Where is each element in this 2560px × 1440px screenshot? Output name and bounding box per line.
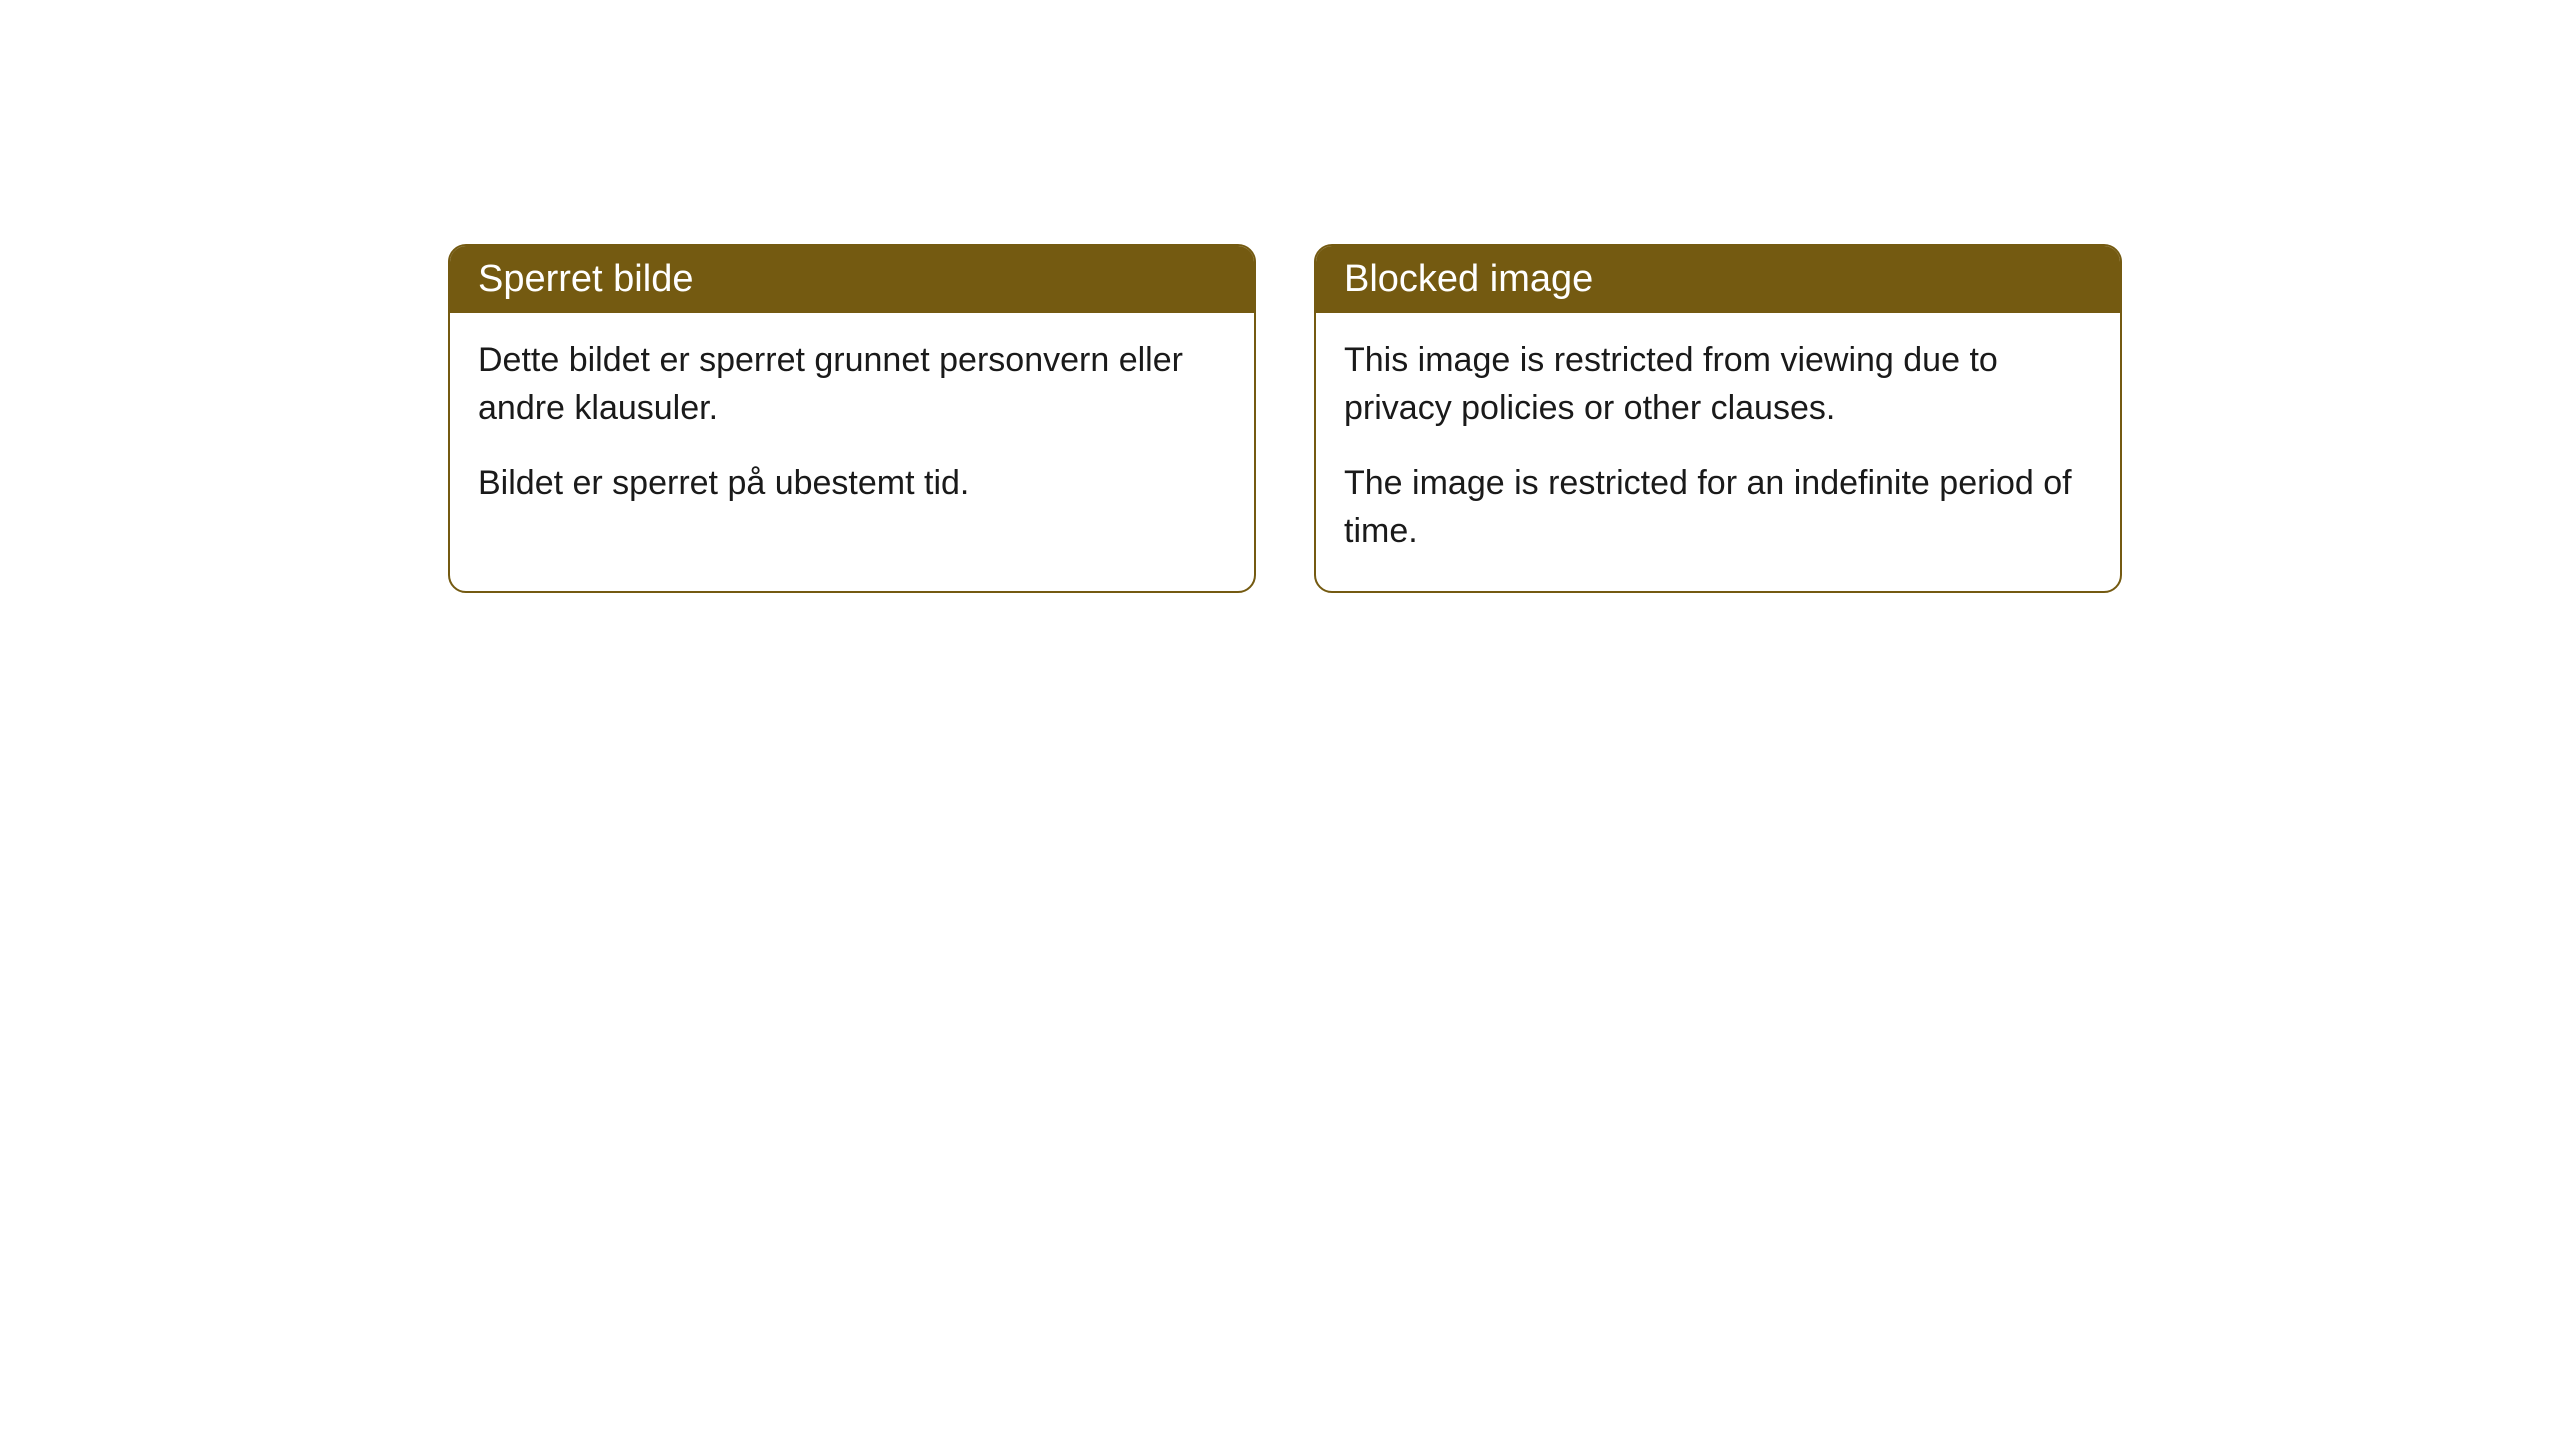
card-title-norwegian: Sperret bilde [478,258,693,300]
card-paragraph-english-1: This image is restricted from viewing du… [1344,337,2092,432]
card-header-norwegian: Sperret bilde [450,246,1254,313]
card-paragraph-norwegian-1: Dette bildet er sperret grunnet personve… [478,337,1226,432]
card-paragraph-english-2: The image is restricted for an indefinit… [1344,460,2092,555]
card-body-english: This image is restricted from viewing du… [1316,313,2120,591]
info-card-english: Blocked image This image is restricted f… [1314,244,2122,593]
card-body-norwegian: Dette bildet er sperret grunnet personve… [450,313,1254,544]
card-header-english: Blocked image [1316,246,2120,313]
card-paragraph-norwegian-2: Bildet er sperret på ubestemt tid. [478,460,1226,508]
cards-container: Sperret bilde Dette bildet er sperret gr… [448,244,2122,593]
info-card-norwegian: Sperret bilde Dette bildet er sperret gr… [448,244,1256,593]
card-title-english: Blocked image [1344,258,1593,300]
